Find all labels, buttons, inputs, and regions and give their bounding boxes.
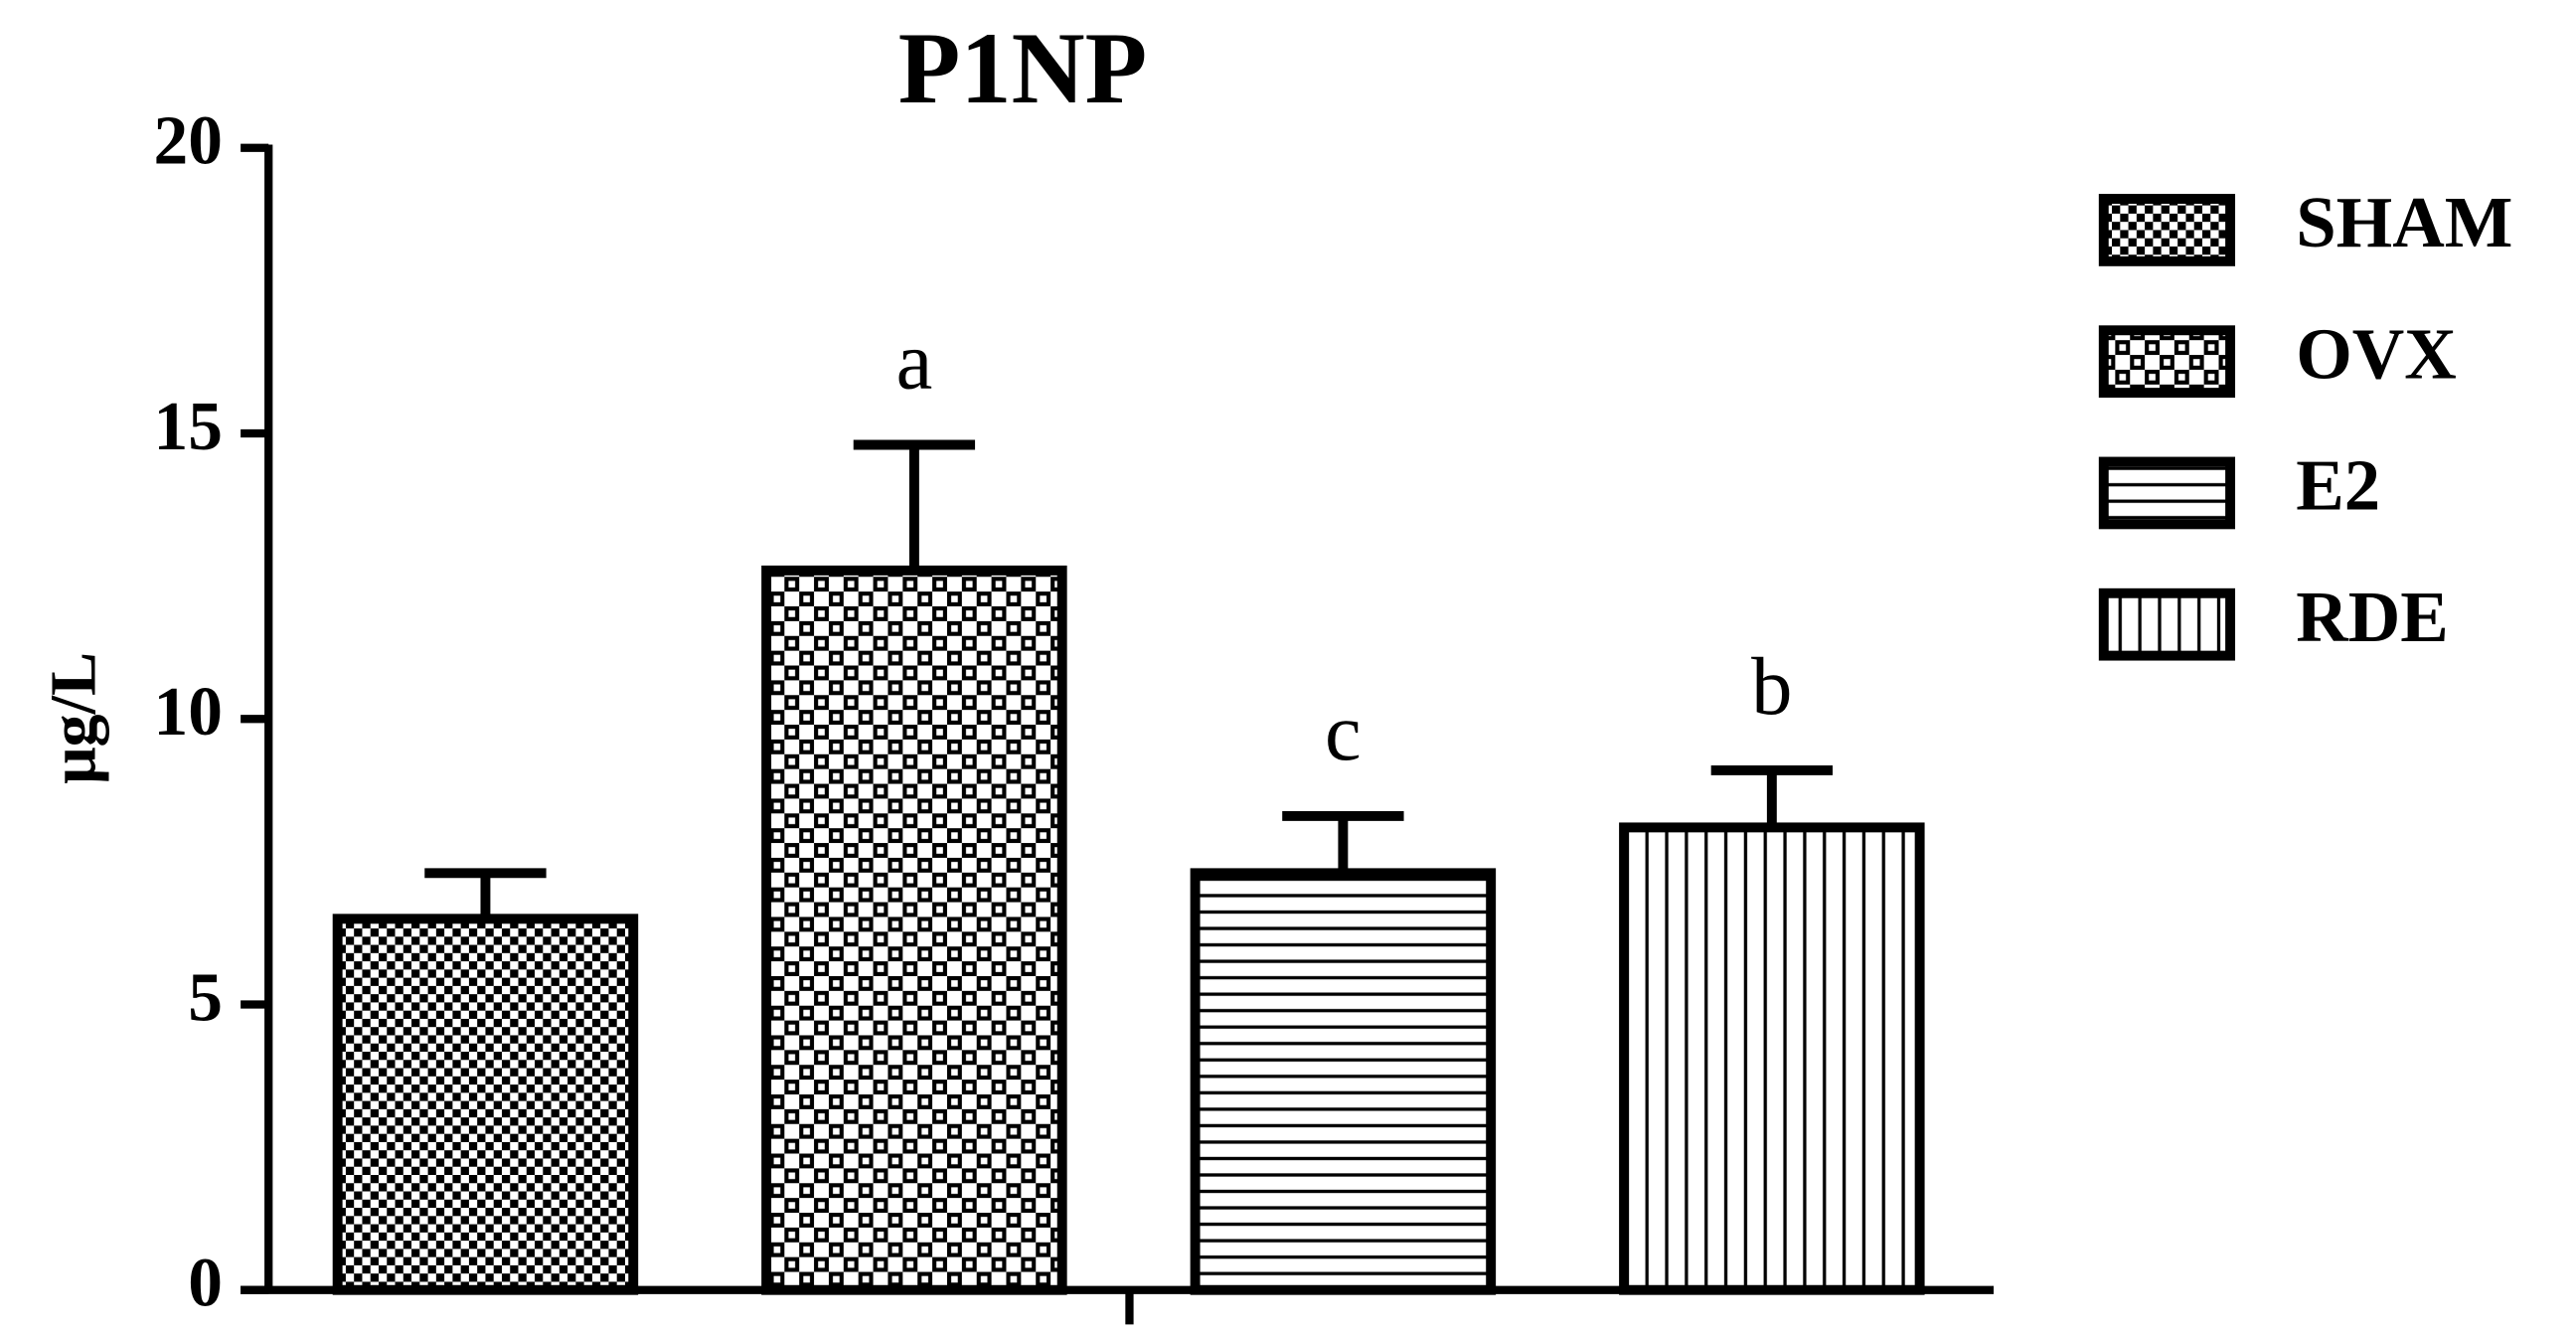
y-tick-label: 5	[188, 959, 223, 1036]
y-tick-label: 10	[154, 674, 223, 751]
legend-swatch	[2098, 587, 2236, 661]
bar	[1190, 868, 1497, 1295]
legend-swatch	[2098, 456, 2236, 530]
annotation: a	[896, 314, 933, 406]
y-axis-label: μg/L	[37, 652, 109, 784]
y-tick-label: 15	[154, 389, 223, 465]
legend-label: E2	[2296, 445, 2380, 526]
legend-swatch	[2098, 325, 2236, 399]
legend-label: RDE	[2296, 577, 2449, 657]
legend-swatch	[2098, 194, 2236, 266]
bar	[332, 914, 639, 1295]
legend-label: SHAM	[2296, 182, 2512, 262]
y-tick-label: 20	[154, 103, 223, 180]
legend-label: OVX	[2296, 313, 2457, 394]
annotation: b	[1751, 640, 1792, 732]
y-tick-label: 0	[188, 1246, 223, 1322]
bar	[1619, 822, 1925, 1295]
chart-title: P1NP	[898, 13, 1147, 125]
annotation: c	[1325, 686, 1362, 777]
bar	[761, 565, 1067, 1295]
